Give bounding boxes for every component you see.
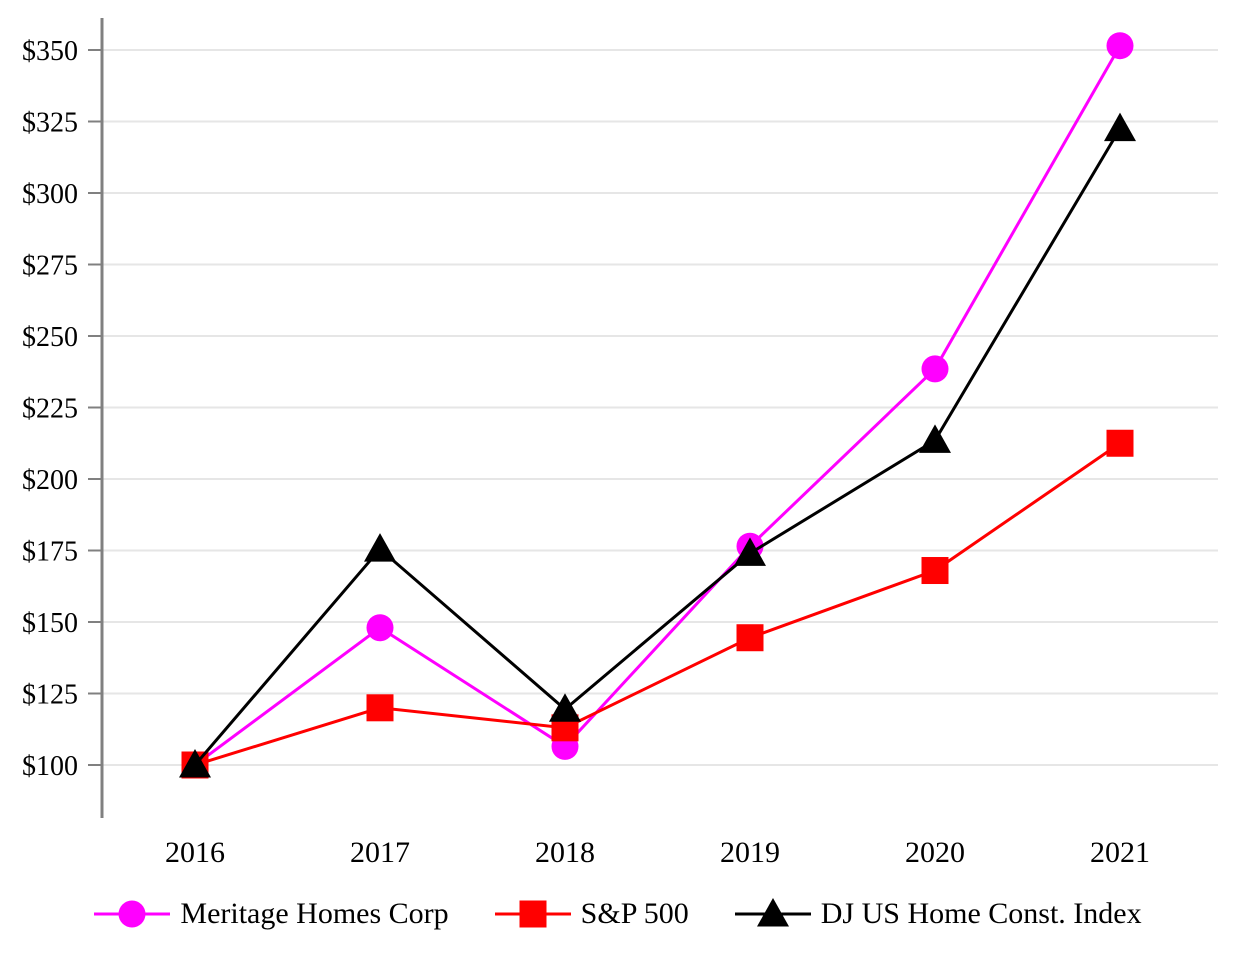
y-tick-label: $125 bbox=[22, 680, 78, 711]
marker-s-p-500-2017 bbox=[366, 694, 394, 722]
y-tick-label: $150 bbox=[22, 608, 78, 639]
y-tick-label: $300 bbox=[22, 179, 78, 210]
y-tick-label: $250 bbox=[22, 322, 78, 353]
legend-square-icon bbox=[494, 900, 571, 928]
chart-legend: Meritage Homes Corp S&P 500 DJ US Home Con… bbox=[0, 897, 1236, 931]
marker-dj-us-home-const-index-2020 bbox=[919, 424, 951, 453]
x-tick-label: 2016 bbox=[165, 836, 225, 869]
y-tick-label: $350 bbox=[22, 36, 78, 67]
marker-s-p-500-2019 bbox=[736, 624, 764, 652]
x-tick-label: 2017 bbox=[350, 836, 410, 869]
legend-item-s-p-500: S&P 500 bbox=[494, 897, 689, 931]
series-line-dj-us-home-const-index bbox=[193, 127, 1122, 766]
legend-label: S&P 500 bbox=[580, 897, 689, 930]
marker-dj-us-home-const-index-2018 bbox=[549, 693, 581, 722]
marker-s-p-500-2021 bbox=[1106, 429, 1134, 457]
legend-item-meritage-homes-corp: Meritage Homes Corp bbox=[94, 897, 449, 931]
marker-dj-us-home-const-index-2019 bbox=[734, 537, 766, 566]
legend-circle-icon bbox=[94, 900, 171, 928]
y-tick-label: $200 bbox=[22, 465, 78, 496]
y-tick-label: $100 bbox=[22, 751, 78, 782]
chart-canvas: $100 $125 $150 $175 $200 $225 $250 $275 $300 $325… bbox=[22, 18, 1218, 869]
marker-meritage-homes-corp-2020 bbox=[921, 355, 949, 383]
marker-dj-us-home-const-index-2021 bbox=[1104, 112, 1136, 142]
x-tick-label: 2021 bbox=[1090, 836, 1150, 869]
legend-marker-meritage-homes-corp bbox=[118, 900, 146, 928]
y-tick-label: $275 bbox=[22, 251, 78, 282]
legend-triangle-icon bbox=[734, 898, 811, 927]
y-tick-label: $225 bbox=[22, 394, 78, 425]
x-tick-label: 2020 bbox=[905, 836, 965, 869]
marker-meritage-homes-corp-2021 bbox=[1106, 32, 1134, 60]
y-tick-label: $175 bbox=[22, 537, 78, 568]
legend-label: Meritage Homes Corp bbox=[180, 897, 449, 930]
series-dj-us-home-const-index bbox=[179, 112, 1136, 778]
x-tick-label: 2018 bbox=[535, 836, 595, 869]
marker-meritage-homes-corp-2017 bbox=[366, 614, 394, 642]
series-s-p-500 bbox=[181, 429, 1134, 779]
series-line-s-p-500 bbox=[194, 442, 1121, 767]
y-tick-label: $325 bbox=[22, 108, 78, 139]
marker-dj-us-home-const-index-2016 bbox=[179, 749, 211, 778]
series-line-meritage-homes-corp bbox=[194, 44, 1122, 767]
legend-label: DJ US Home Const. Index bbox=[820, 897, 1142, 930]
legend-marker-s-p-500 bbox=[519, 900, 547, 928]
legend-item-dj-us-home-const-index: DJ US Home Const. Index bbox=[734, 897, 1142, 931]
x-tick-label: 2019 bbox=[720, 836, 780, 869]
marker-dj-us-home-const-index-2017 bbox=[364, 533, 396, 562]
marker-s-p-500-2020 bbox=[921, 557, 949, 585]
legend-marker-dj-us-home-const-index bbox=[756, 898, 789, 927]
series-meritage-homes-corp bbox=[181, 32, 1134, 779]
